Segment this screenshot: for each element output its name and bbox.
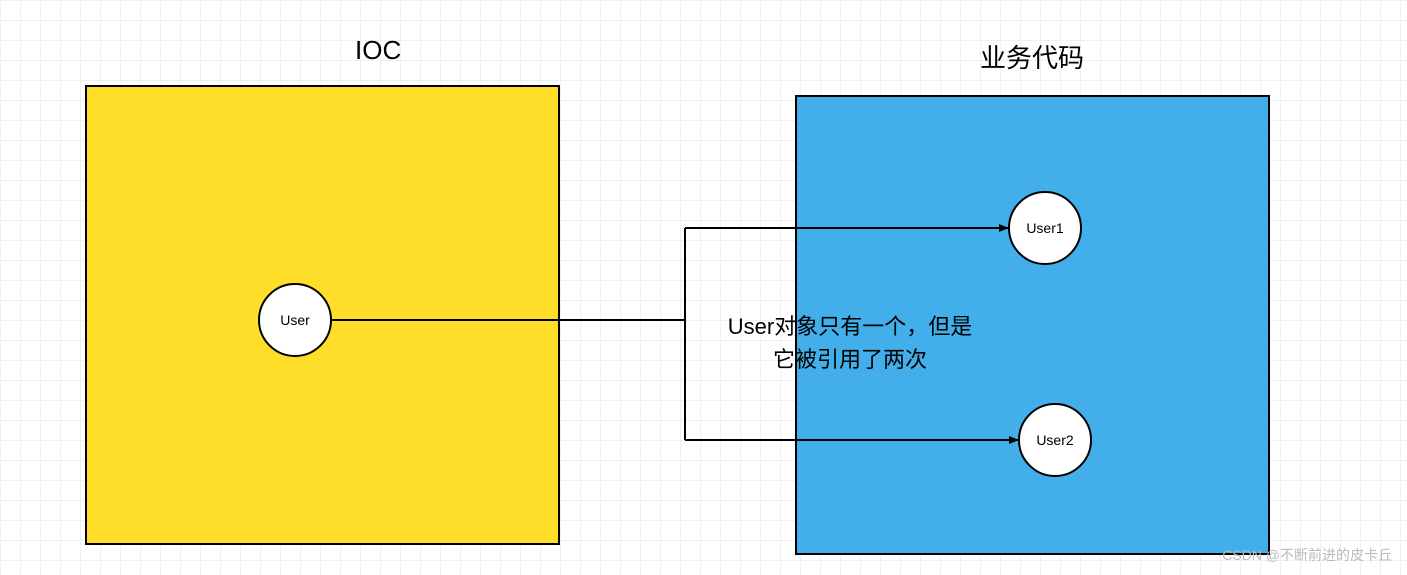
description-text: User对象只有一个，但是 它被引用了两次 — [700, 310, 1000, 376]
user-node: User — [258, 283, 332, 357]
user2-node-label: User2 — [1036, 432, 1073, 448]
user1-node: User1 — [1008, 191, 1082, 265]
user-node-label: User — [280, 312, 310, 328]
watermark: CSDN @不断前进的皮卡丘 — [1222, 545, 1392, 565]
description-line1: User对象只有一个，但是 — [728, 314, 972, 339]
user1-node-label: User1 — [1026, 220, 1063, 236]
user2-node: User2 — [1018, 403, 1092, 477]
connector-arrows — [0, 0, 1407, 575]
description-line2: 它被引用了两次 — [773, 347, 927, 372]
